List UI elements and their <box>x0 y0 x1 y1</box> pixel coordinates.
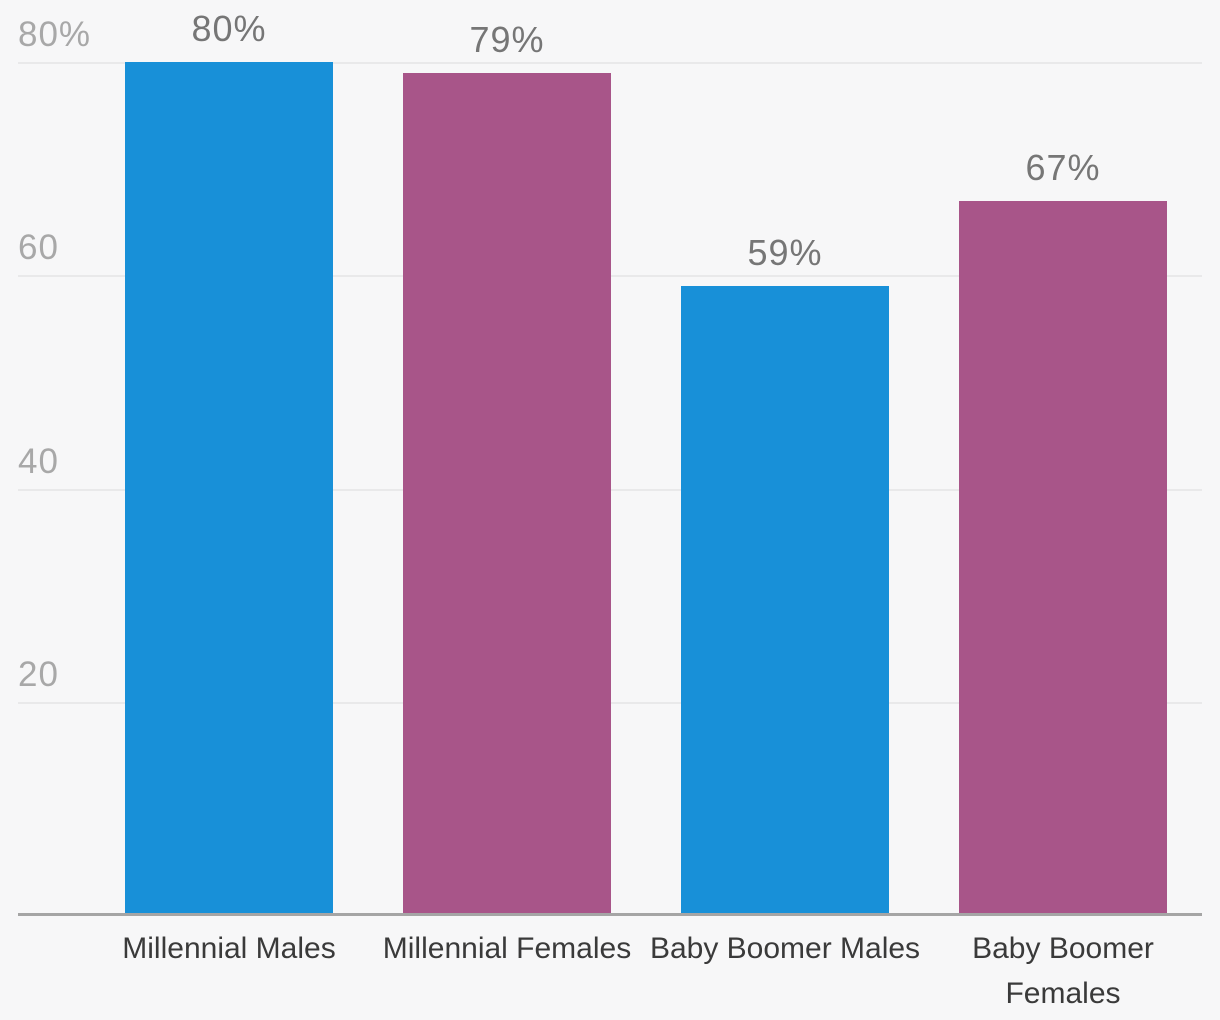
y-axis-tick-label: 80% <box>18 15 92 54</box>
category-label: Baby Boomer Males <box>649 932 921 965</box>
value-label: 79% <box>469 19 545 60</box>
y-axis-tick-label: 40 <box>18 442 59 481</box>
category-label: Baby Boomer Females <box>972 932 1154 1010</box>
value-label: 67% <box>1025 147 1101 188</box>
y-axis-tick-label: 60 <box>18 228 59 267</box>
category-label: Millennial Males <box>122 932 336 965</box>
value-label: 59% <box>747 232 823 273</box>
bar-millennial-females <box>403 73 611 913</box>
bar-millennial-males <box>125 62 333 913</box>
x-axis-line <box>18 913 1202 916</box>
category-label: Millennial Females <box>382 932 632 965</box>
value-label: 80% <box>191 8 267 49</box>
y-axis-tick-label: 20 <box>18 655 59 694</box>
bar-baby-boomer-females <box>959 201 1167 913</box>
gridline-80 <box>18 62 1202 64</box>
bar-baby-boomer-males <box>681 286 889 913</box>
